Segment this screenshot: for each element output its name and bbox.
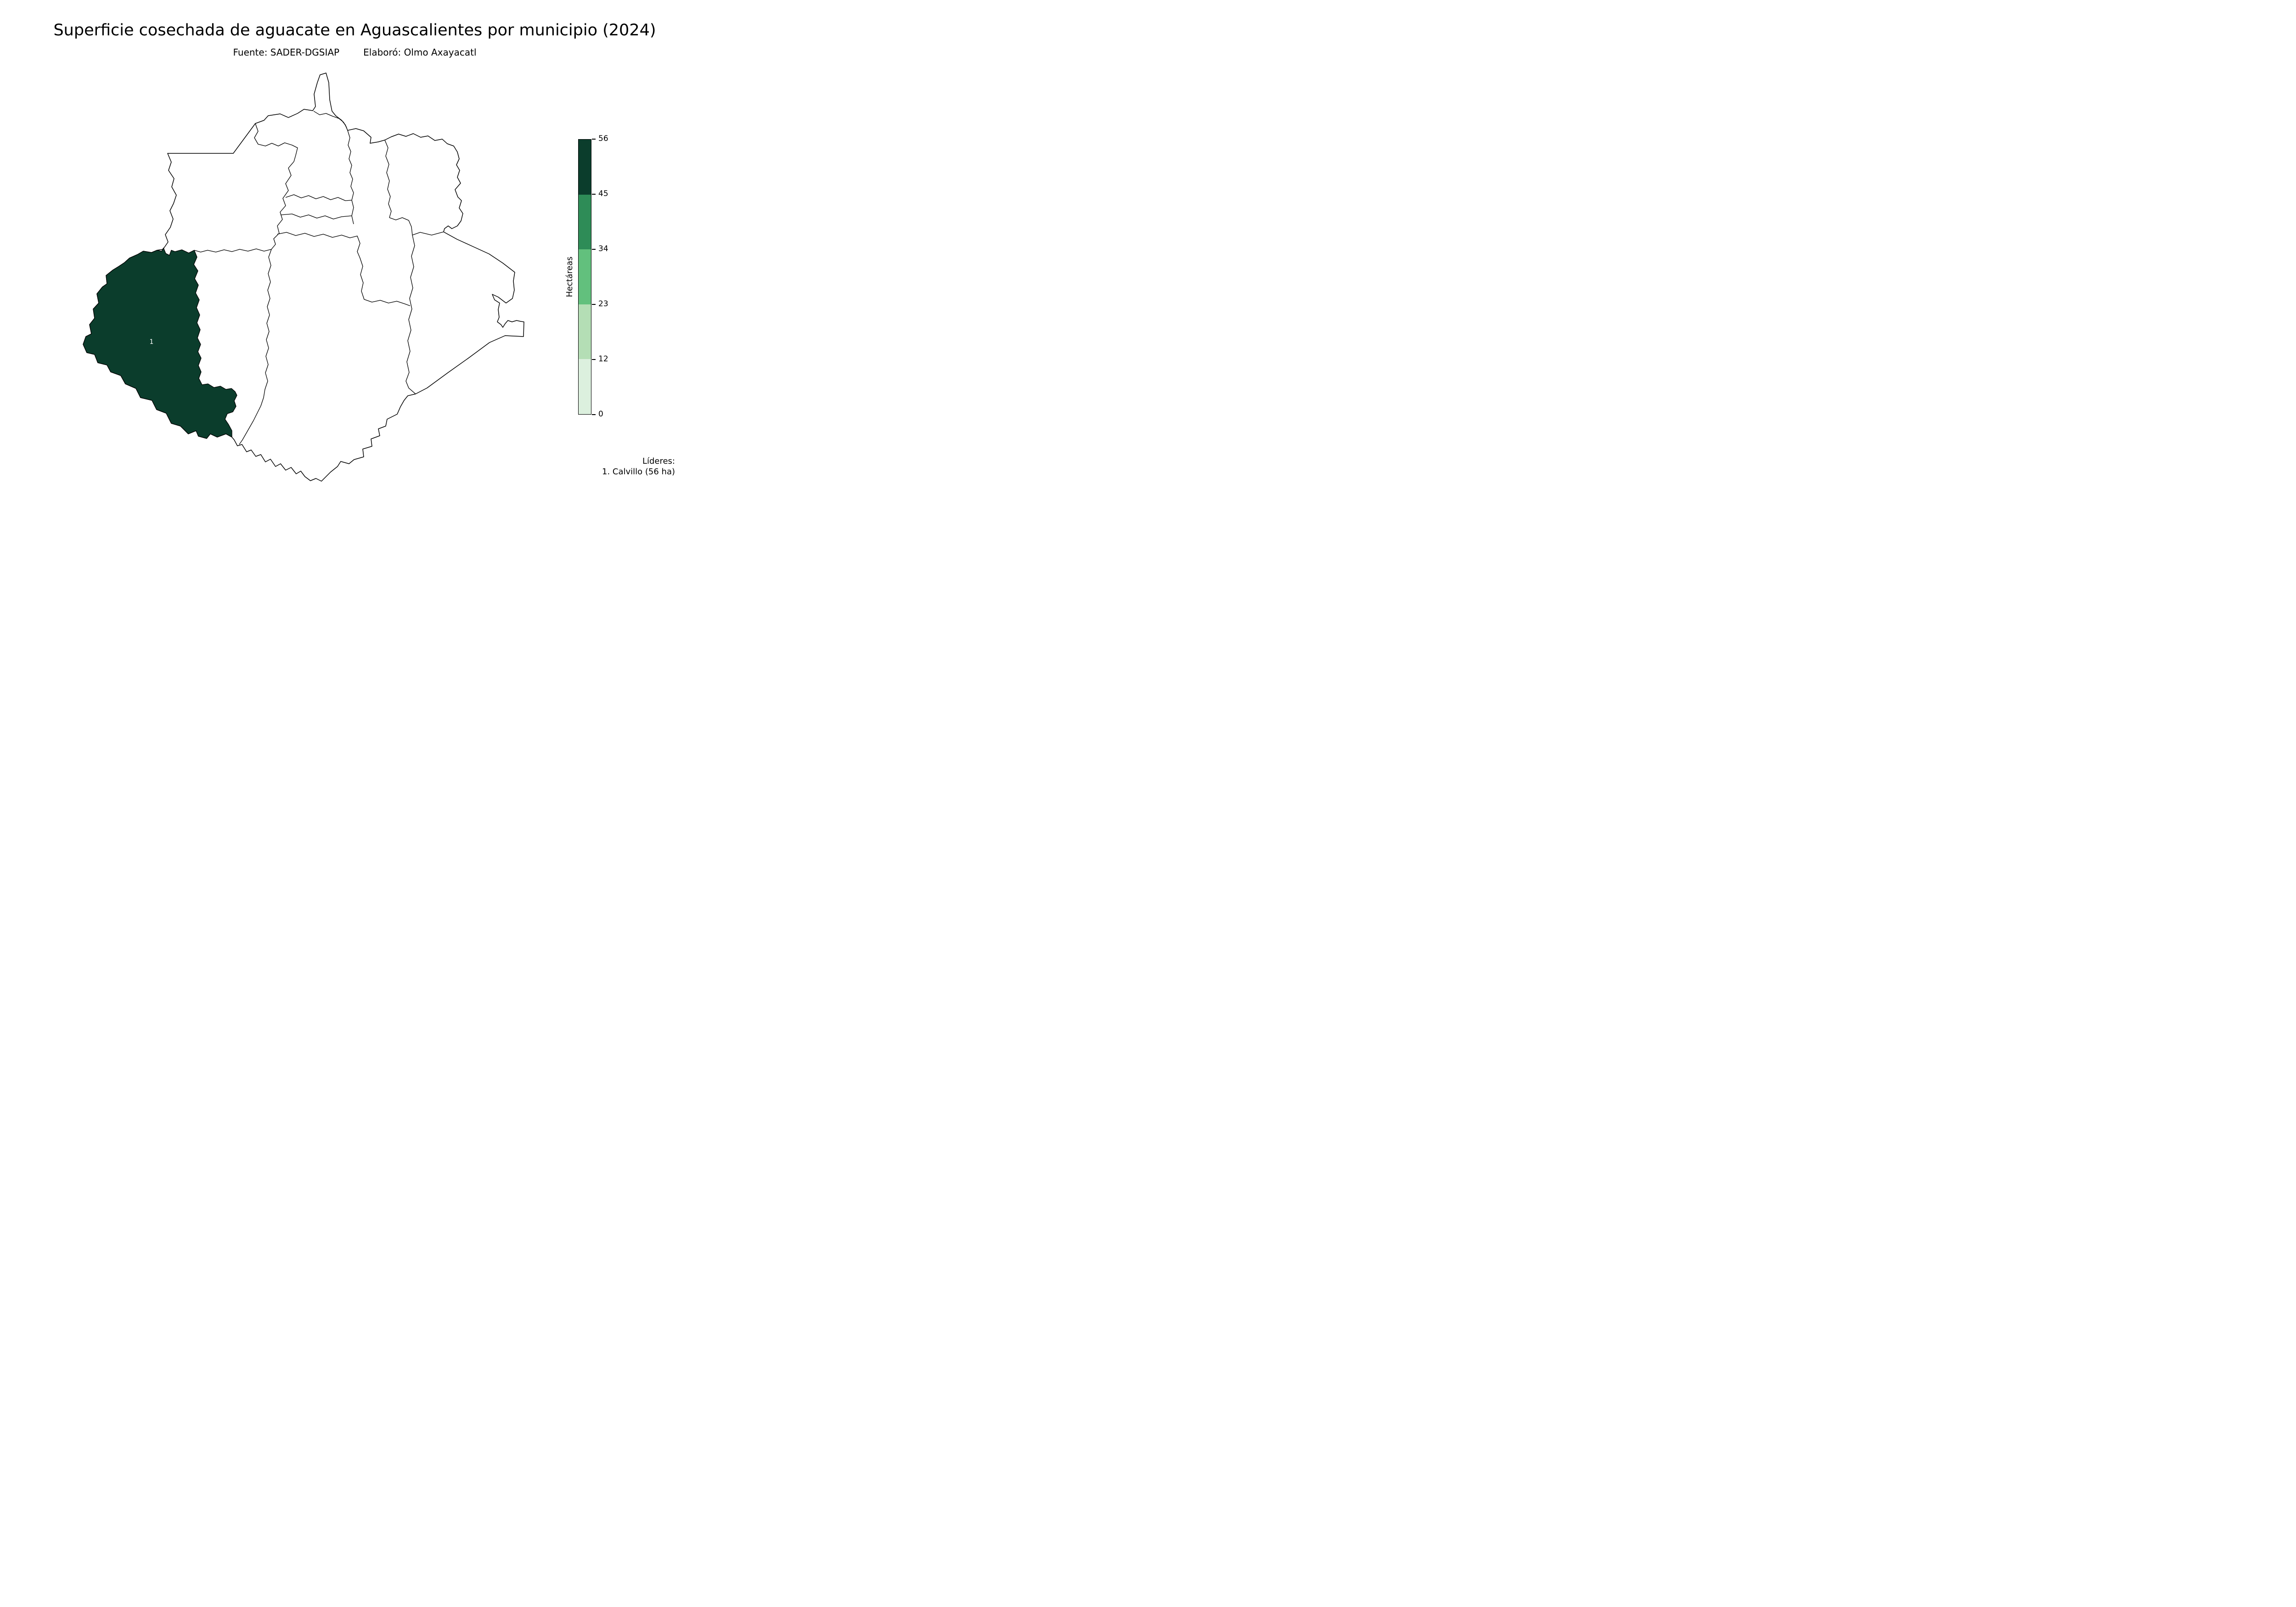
colorbar-axis-label: Hectáreas: [565, 256, 574, 298]
calvillo-rank-label: 1: [150, 338, 154, 346]
colorbar-tick-label: 0: [598, 410, 603, 419]
colorbar-segment: [579, 359, 591, 414]
subtitle-author: Elaboró: Olmo Axayacatl: [363, 47, 477, 58]
subtitle-source: Fuente: SADER-DGSIAP: [233, 47, 340, 58]
colorbar-tick: [592, 249, 596, 250]
colorbar-tick-label: 12: [598, 354, 608, 364]
colorbar-tick: [592, 139, 596, 140]
page-title: Superficie cosechada de aguacate en Agua…: [53, 21, 656, 39]
colorbar-tick-label: 23: [598, 299, 608, 309]
colorbar: [578, 139, 591, 415]
colorbar-tick-label: 45: [598, 189, 608, 198]
leaders-item: 1. Calvillo (56 ha): [602, 467, 675, 477]
colorbar-segment: [579, 304, 591, 360]
colorbar-segment: [579, 140, 591, 195]
colorbar-tick-label: 56: [598, 134, 608, 143]
colorbar-tick: [592, 194, 596, 195]
colorbar-segment: [579, 194, 591, 250]
colorbar-tick: [592, 304, 596, 305]
leaders-heading: Líderes:: [642, 456, 675, 466]
municipal-borders: [194, 111, 444, 445]
colorbar-ticks: 56 45 34 23 12 0: [592, 134, 619, 419]
colorbar-tick: [592, 414, 596, 415]
subtitle: Fuente: SADER-DGSIAP Elaboró: Olmo Axayac…: [0, 47, 709, 58]
choropleth-map: 1: [83, 73, 524, 482]
municipality-calvillo: [83, 247, 237, 439]
colorbar-segment: [579, 249, 591, 304]
colorbar-tick-label: 34: [598, 244, 608, 253]
leaders-annotation: Líderes: 1. Calvillo (56 ha): [602, 456, 675, 477]
colorbar-tick: [592, 359, 596, 360]
